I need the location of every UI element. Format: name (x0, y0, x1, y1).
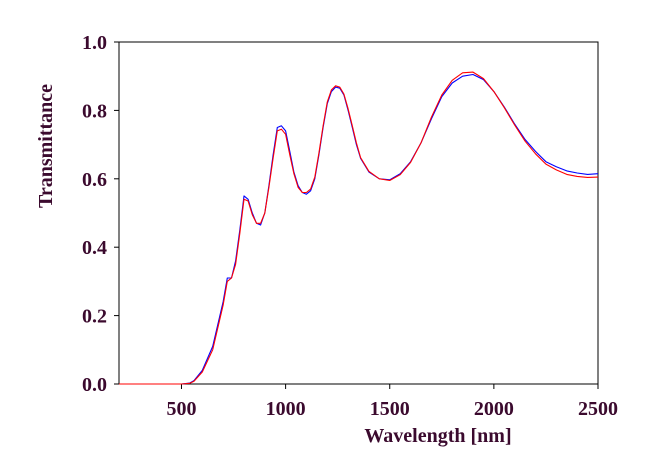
series-line-1 (119, 73, 599, 385)
y-tick-label: 0.2 (82, 306, 107, 328)
x-tick-label: 2000 (474, 398, 514, 420)
x-tick-label: 2500 (578, 398, 618, 420)
y-axis-label: Transmittance (35, 84, 57, 208)
series-group (119, 71, 599, 385)
x-axis-label: Wavelength [nm] (364, 425, 511, 447)
y-tick-label: 0.8 (82, 100, 107, 122)
x-tick-label: 500 (166, 398, 196, 420)
x-tick-label: 1500 (370, 398, 410, 420)
x-axis-ticks: 500 1000 1500 2000 2500 (166, 384, 618, 420)
y-axis-ticks: 0.0 0.2 0.4 0.6 0.8 1.0 (82, 32, 119, 396)
series-line-2 (119, 71, 599, 385)
y-tick-label: 0.0 (82, 374, 107, 396)
y-tick-label: 0.4 (82, 237, 107, 259)
x-tick-label: 1000 (266, 398, 306, 420)
y-tick-label: 0.6 (82, 169, 107, 191)
plot-frame (118, 41, 599, 385)
plot-border (118, 41, 599, 385)
y-tick-label: 1.0 (82, 32, 107, 54)
